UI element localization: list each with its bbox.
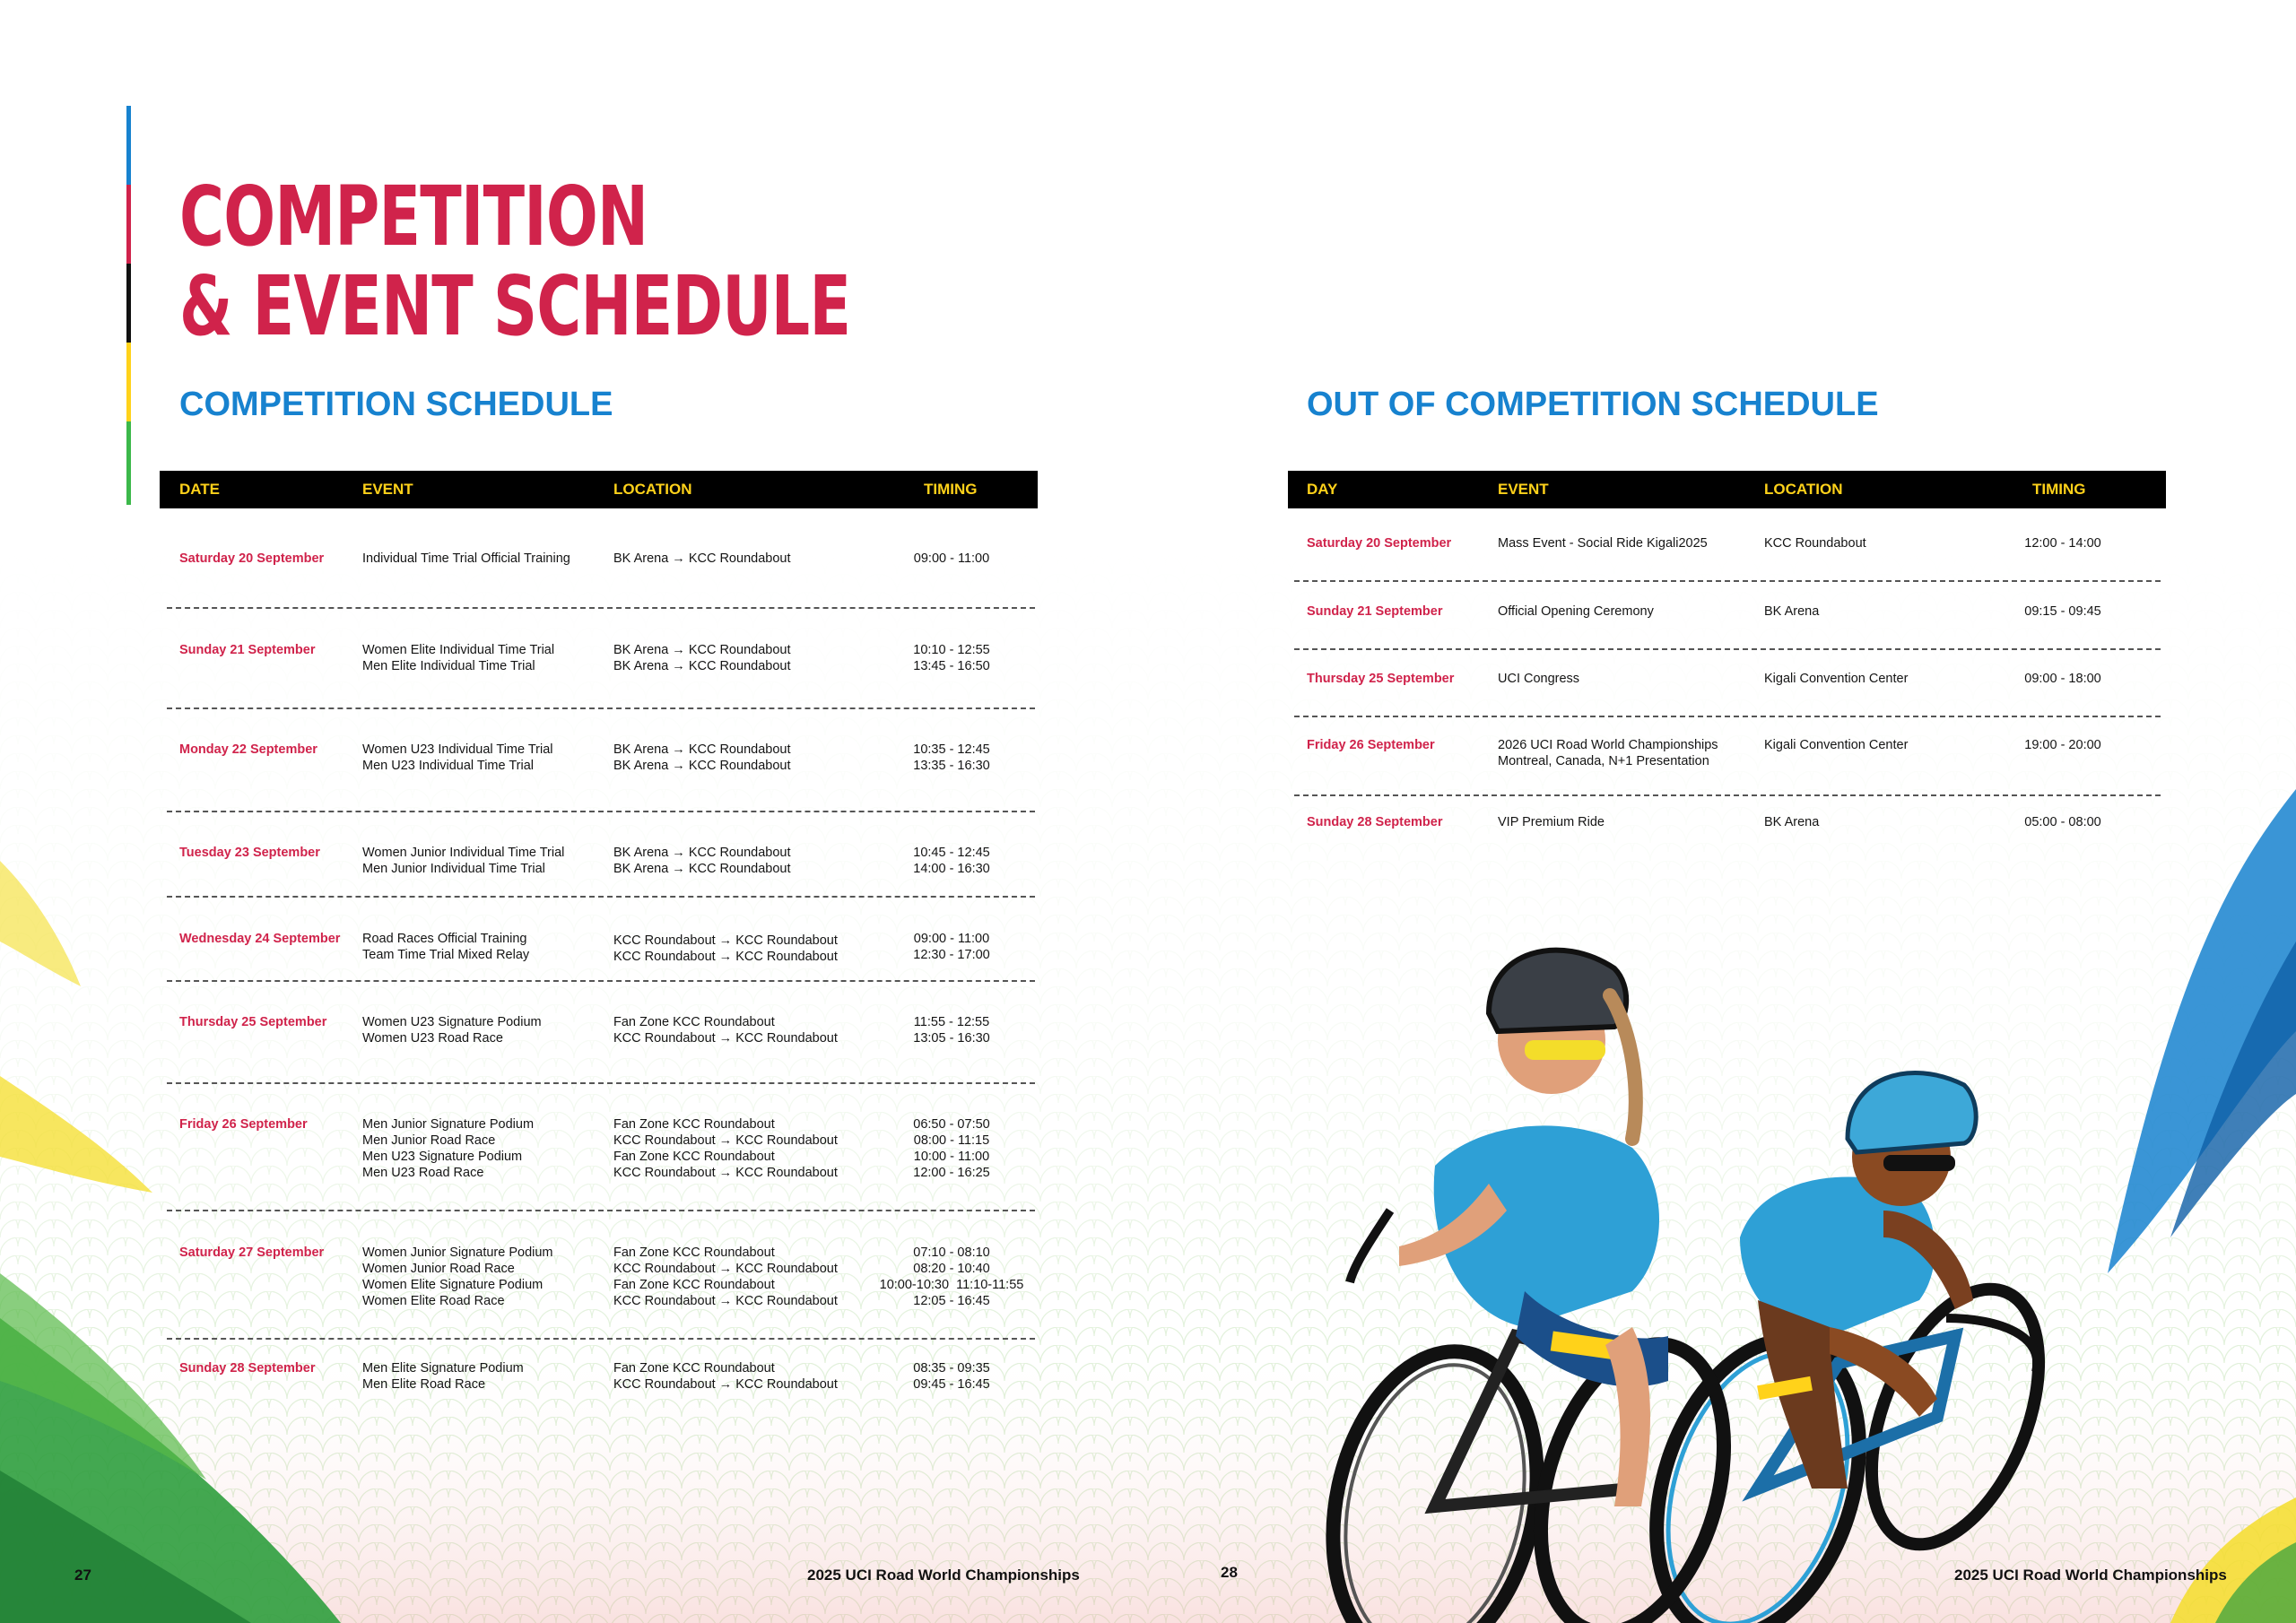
table-row-location: Kigali Convention Center xyxy=(1764,672,1909,686)
table-row-location: Fan Zone KCC Roundabout KCC Roundabout →… xyxy=(613,1245,838,1308)
page-title-line-2: & EVENT SCHEDULE xyxy=(179,258,851,354)
table-row-timing: 05:00 - 08:00 xyxy=(2024,815,2101,829)
table-row-event: 2026 UCI Road World Championships Montre… xyxy=(1498,738,1718,768)
row-divider xyxy=(1294,580,2161,582)
col-event: EVENT xyxy=(362,481,413,498)
row-divider xyxy=(167,980,1035,982)
table-row-location: BK Arena → KCC Roundabout BK Arena → KCC… xyxy=(613,846,791,876)
row-divider xyxy=(167,896,1035,898)
table-row-location: BK Arena → KCC Roundabout BK Arena → KCC… xyxy=(613,643,791,673)
table-row-date: Friday 26 September xyxy=(179,1117,308,1132)
table-row-date: Friday 26 September xyxy=(1307,738,1435,752)
table-row-timing: 09:00 - 18:00 xyxy=(2024,672,2101,686)
row-divider xyxy=(167,607,1035,609)
table-row-timing: 07:10 - 08:10 08:20 - 10:40 10:00-10:30 … xyxy=(879,1245,1024,1308)
table-row-date: Thursday 25 September xyxy=(1307,672,1455,686)
table-row-date: Saturday 20 September xyxy=(1307,536,1452,551)
row-divider xyxy=(1294,794,2161,796)
brush-strokes-right xyxy=(2108,789,2296,1623)
table-row-event: Mass Event - Social Ride Kigali2025 xyxy=(1498,536,1708,551)
table-row-event: Women U23 Individual Time Trial Men U23 … xyxy=(362,742,553,773)
table-row-date: Sunday 28 September xyxy=(179,1361,316,1376)
row-divider xyxy=(167,1082,1035,1084)
row-divider xyxy=(167,1210,1035,1211)
table-row-location: BK Arena → KCC Roundabout xyxy=(613,551,791,566)
table-row-timing: 10:10 - 12:55 13:45 - 16:50 xyxy=(913,643,990,673)
table-row-date: Tuesday 23 September xyxy=(179,846,320,860)
page-number-left: 27 xyxy=(74,1567,91,1584)
col-date: DATE xyxy=(179,481,221,498)
row-divider xyxy=(167,811,1035,812)
col-location: LOCATION xyxy=(1764,481,1843,498)
table-row-timing: 12:00 - 14:00 xyxy=(2024,536,2101,551)
table-row-event: Official Opening Ceremony xyxy=(1498,604,1654,619)
table-row-location: BK Arena → KCC Roundabout BK Arena → KCC… xyxy=(613,742,791,773)
col-event: EVENT xyxy=(1498,481,1549,498)
page-title-line-1: COMPETITION xyxy=(179,169,648,265)
page-title: COMPETITION & EVENT SCHEDULE xyxy=(179,169,851,354)
table-row-location: KCC Roundabout → KCC Roundabout KCC Roun… xyxy=(613,933,838,964)
brush-strokes-left xyxy=(0,861,341,1623)
table-row-timing: 09:15 - 09:45 xyxy=(2024,604,2101,619)
table-row-timing: 08:35 - 09:35 09:45 - 16:45 xyxy=(913,1361,990,1392)
row-divider xyxy=(167,1338,1035,1340)
table-row-date: Saturday 27 September xyxy=(179,1245,325,1260)
col-location: LOCATION xyxy=(613,481,692,498)
two-cyclists-illustration xyxy=(1326,947,2046,1623)
table-row-event: UCI Congress xyxy=(1498,672,1580,686)
table-row-date: Monday 22 September xyxy=(179,742,317,757)
table-row-timing: 11:55 - 12:55 13:05 - 16:30 xyxy=(913,1015,990,1046)
competition-schedule-heading: COMPETITION SCHEDULE xyxy=(179,386,613,423)
table-row-event: Road Races Official Training Team Time T… xyxy=(362,932,530,962)
table-row-event: VIP Premium Ride xyxy=(1498,815,1605,829)
table-row-event: Women Junior Individual Time Trial Men J… xyxy=(362,846,565,876)
table-row-event: Women Junior Signature Podium Women Juni… xyxy=(362,1245,553,1308)
row-divider xyxy=(1294,648,2161,650)
col-day: DAY xyxy=(1307,481,1338,498)
footer-title-left: 2025 UCI Road World Championships xyxy=(807,1567,1080,1584)
out-of-competition-heading: OUT OF COMPETITION SCHEDULE xyxy=(1307,386,1879,423)
page-number-right: 28 xyxy=(1221,1564,1238,1581)
competition-table-header: DATE EVENT LOCATION TIMING xyxy=(160,471,1038,508)
table-row-event: Men Elite Signature Podium Men Elite Roa… xyxy=(362,1361,524,1392)
table-row-timing: 10:35 - 12:45 13:35 - 16:30 xyxy=(913,742,990,773)
col-timing: TIMING xyxy=(2032,481,2086,498)
table-row-location: Kigali Convention Center xyxy=(1764,738,1909,752)
table-row-date: Thursday 25 September xyxy=(179,1015,327,1029)
row-divider xyxy=(167,707,1035,709)
table-row-timing: 09:00 - 11:00 12:30 - 17:00 xyxy=(913,932,990,962)
table-row-date: Sunday 21 September xyxy=(1307,604,1443,619)
row-divider xyxy=(1294,716,2161,717)
table-row-timing: 09:00 - 11:00 xyxy=(913,551,990,566)
col-timing: TIMING xyxy=(924,481,978,498)
footer-title-right: 2025 UCI Road World Championships xyxy=(1954,1567,2227,1584)
table-row-location: Fan Zone KCC Roundabout KCC Roundabout →… xyxy=(613,1361,838,1392)
cyclist-left-bike xyxy=(1326,1208,1732,1623)
table-row-timing: 10:45 - 12:45 14:00 - 16:30 xyxy=(913,846,990,876)
table-row-date: Sunday 28 September xyxy=(1307,815,1443,829)
table-row-location: BK Arena xyxy=(1764,815,1820,829)
cyclist-left-body xyxy=(1399,947,1668,1506)
out-of-competition-table-header: DAY EVENT LOCATION TIMING xyxy=(1288,471,2166,508)
cyclist-right-body xyxy=(1740,1071,1979,1488)
table-row-timing: 19:00 - 20:00 xyxy=(2024,738,2101,752)
table-row-date: Sunday 21 September xyxy=(179,643,316,657)
table-row-location: KCC Roundabout xyxy=(1764,536,1866,551)
table-row-location: Fan Zone KCC Roundabout KCC Roundabout →… xyxy=(613,1015,838,1046)
table-row-event: Individual Time Trial Official Training xyxy=(362,551,570,566)
table-row-event: Women Elite Individual Time Trial Men El… xyxy=(362,643,555,673)
table-row-date: Wednesday 24 September xyxy=(179,932,341,946)
uci-color-stripe xyxy=(126,106,131,505)
table-row-timing: 06:50 - 07:50 08:00 - 11:15 10:00 - 11:0… xyxy=(913,1117,990,1180)
table-row-location: Fan Zone KCC Roundabout KCC Roundabout →… xyxy=(613,1117,838,1180)
table-row-event: Men Junior Signature Podium Men Junior R… xyxy=(362,1117,535,1180)
table-row-date: Saturday 20 September xyxy=(179,551,325,566)
table-row-event: Women U23 Signature Podium Women U23 Roa… xyxy=(362,1015,542,1046)
table-row-location: BK Arena xyxy=(1764,604,1820,619)
